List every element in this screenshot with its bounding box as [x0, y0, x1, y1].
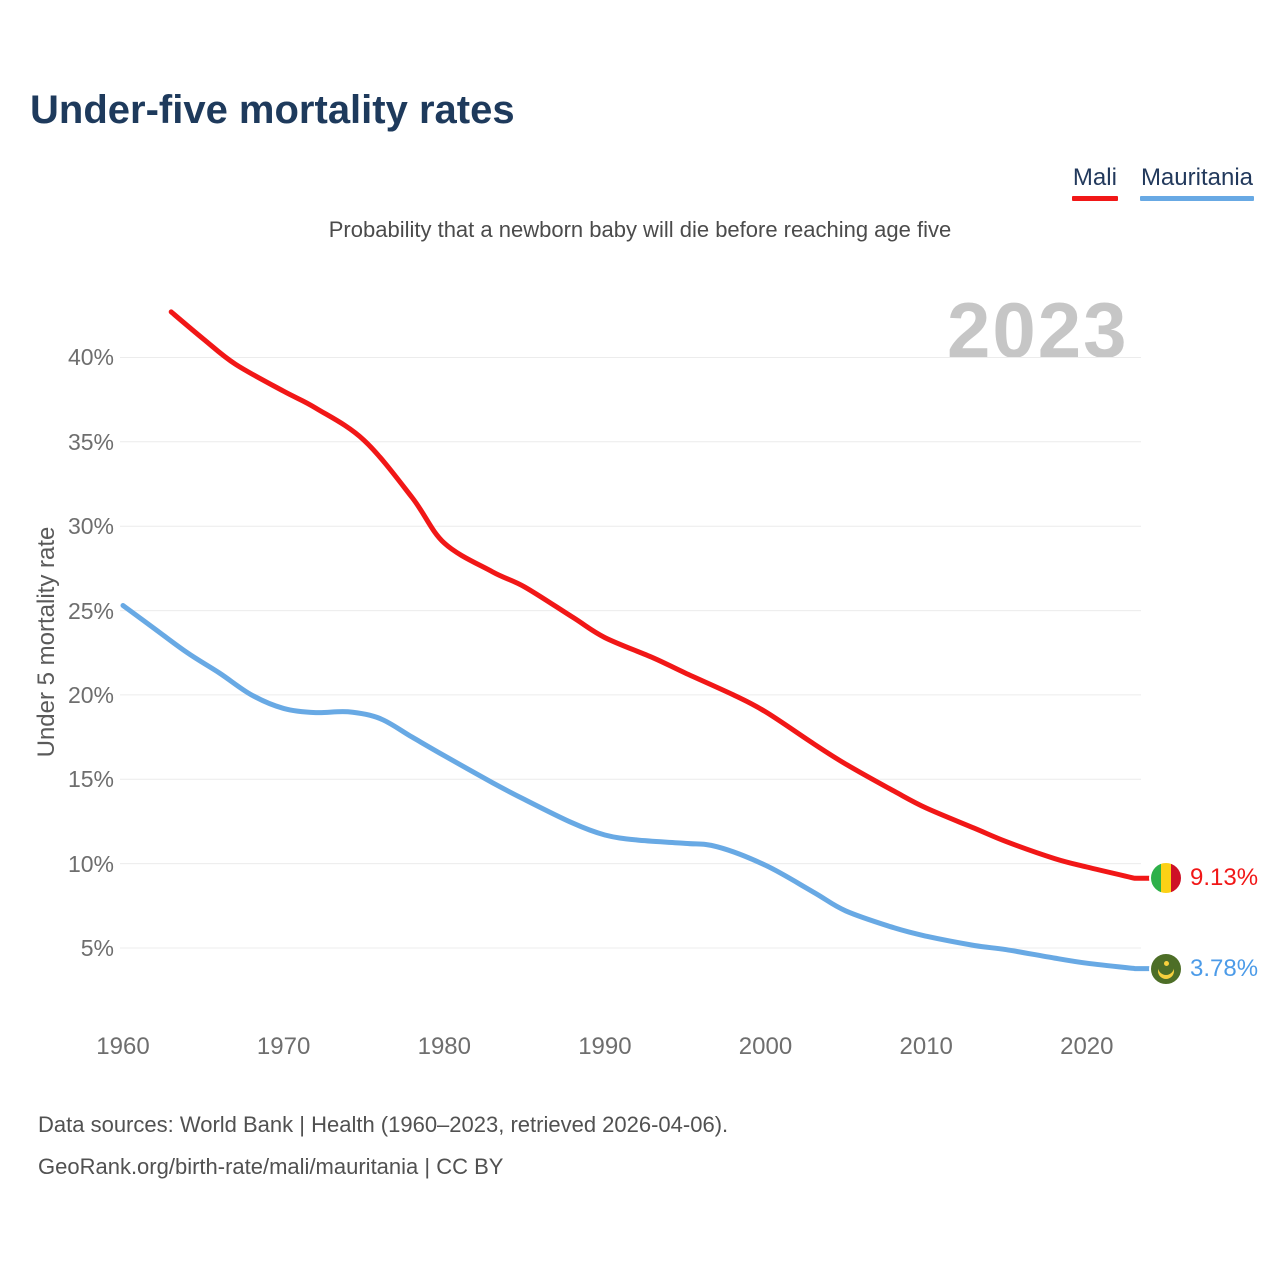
star-icon — [1164, 960, 1169, 966]
footer: Data sources: World Bank | Health (1960–… — [38, 1104, 728, 1188]
y-tick-label: 10% — [67, 850, 114, 877]
y-tick-label: 30% — [67, 513, 114, 540]
series-line-mali[interactable] — [168, 309, 1153, 881]
y-tick-label: 20% — [67, 681, 114, 708]
end-label-mali: 9.13% — [1149, 861, 1259, 896]
x-tick-label: 2020 — [1060, 1033, 1114, 1060]
x-tick-label: 1990 — [578, 1033, 632, 1060]
y-tick-label: 15% — [67, 766, 114, 793]
end-label-mauritania: 3.78% — [1149, 951, 1259, 986]
y-tick-label: 40% — [67, 344, 114, 371]
series-line-mauritania[interactable] — [120, 603, 1153, 972]
legend-item-mali[interactable]: Mali — [1071, 164, 1118, 201]
x-tick-label: 1970 — [256, 1033, 311, 1060]
end-value-mauritania: 3.78% — [1190, 954, 1259, 982]
legend-label-mauritania: Mauritania — [1140, 164, 1253, 191]
legend-label-mali: Mali — [1072, 164, 1117, 191]
y-tick-label: 25% — [67, 597, 114, 624]
chart-subtitle: Probability that a newborn baby will die… — [328, 217, 952, 242]
x-tick-label: 2000 — [738, 1033, 793, 1060]
legend-underline-mali — [1071, 196, 1118, 201]
legend-item-mauritania[interactable]: Mauritania — [1139, 164, 1254, 201]
x-tick-label: 1960 — [96, 1033, 150, 1060]
y-tick-label: 35% — [67, 428, 114, 455]
year-watermark: 2023 — [947, 286, 1129, 374]
legend-underline-mauritania — [1139, 196, 1254, 201]
footer-url-line: GeoRank.org/birth-rate/mali/mauritania |… — [38, 1154, 504, 1179]
y-tick-label: 5% — [80, 935, 114, 961]
footer-source-line: Data sources: World Bank | Health (1960–… — [38, 1112, 729, 1137]
x-tick-label: 2010 — [899, 1033, 953, 1060]
x-tick-label: 1980 — [417, 1033, 471, 1060]
mauritania-flag-icon — [1149, 951, 1183, 986]
legend: Mali Mauritania — [1071, 164, 1254, 201]
page-title: Under-five mortality rates — [30, 88, 515, 132]
mali-flag-icon — [1149, 861, 1183, 896]
end-value-mali: 9.13% — [1190, 864, 1259, 892]
